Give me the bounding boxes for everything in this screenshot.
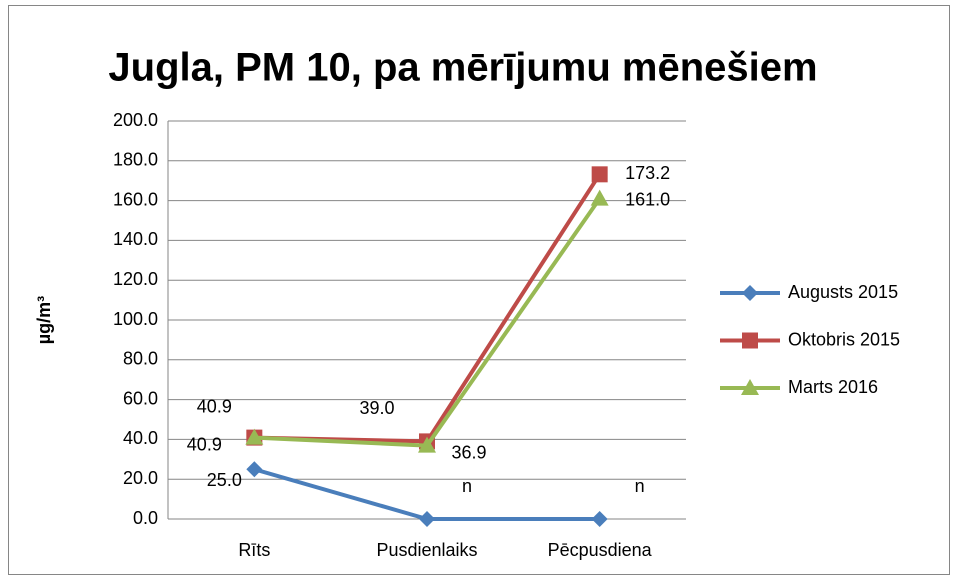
x-tick-label: Rīts: [238, 540, 270, 560]
y-tick-label: 160.0: [113, 189, 158, 209]
y-tick-label: 200.0: [113, 110, 158, 130]
marker: [245, 428, 264, 445]
legend-label: Oktobris 2015: [788, 329, 900, 349]
legend-label: Augusts 2015: [788, 282, 898, 302]
data-label: 40.9: [187, 434, 222, 454]
x-tick-label: Pēcpusdiena: [548, 540, 653, 560]
y-tick-label: 120.0: [113, 269, 158, 289]
marker: [419, 511, 435, 527]
y-tick-label: 140.0: [113, 229, 158, 249]
x-tick-label: Pusdienlaiks: [376, 540, 477, 560]
marker: [590, 189, 609, 206]
data-label: 36.9: [451, 442, 486, 462]
data-label: 40.9: [197, 396, 232, 416]
data-label: n: [462, 476, 472, 496]
data-label: 39.0: [359, 398, 394, 418]
marker: [591, 511, 608, 527]
data-label: 161.0: [625, 189, 670, 209]
y-tick-label: 0.0: [133, 508, 158, 528]
y-tick-label: 80.0: [123, 349, 158, 369]
marker: [742, 332, 758, 349]
y-tick-label: 100.0: [113, 309, 158, 329]
marker: [742, 285, 758, 301]
data-label: 173.2: [625, 163, 670, 183]
y-tick-label: 180.0: [113, 150, 158, 170]
y-tick-label: 20.0: [123, 468, 158, 488]
marker: [418, 436, 436, 453]
data-label: n: [635, 476, 645, 496]
chart-title: Jugla, PM 10, pa mērījumu mēnešiem: [108, 46, 817, 90]
data-label: 25.0: [207, 470, 242, 490]
y-tick-label: 40.0: [123, 428, 158, 448]
y-tick-label: 60.0: [123, 388, 158, 408]
y-axis-label: µg/m³: [34, 296, 54, 344]
legend-label: Marts 2016: [788, 377, 878, 397]
marker: [246, 461, 263, 478]
marker: [591, 166, 608, 183]
marker: [741, 379, 759, 395]
